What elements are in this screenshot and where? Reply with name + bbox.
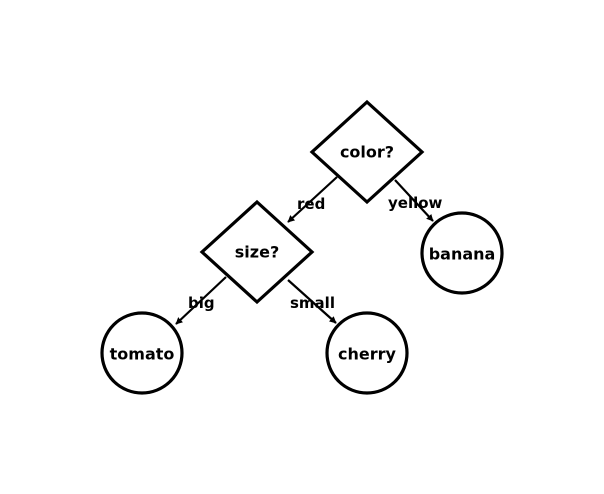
node-label-tomato: tomato [110, 345, 175, 364]
edge-label-small: small [290, 294, 335, 312]
node-label-color: color? [340, 143, 394, 162]
node-label-cherry: cherry [338, 345, 397, 364]
edge-color-to-banana [394, 179, 434, 222]
edge-color-to-size [287, 176, 338, 223]
decision-node-color: color? [309, 99, 425, 205]
edge-size-to-cherry [287, 279, 337, 324]
edge-label-yellow: yellow [388, 194, 443, 212]
node-label-size: size? [235, 243, 279, 262]
leaf-node-tomato: tomato [100, 311, 184, 395]
edge-label-big: big [188, 294, 215, 312]
decision-node-size: size? [199, 199, 315, 305]
node-label-banana: banana [429, 245, 496, 264]
edge-label-red: red [297, 195, 325, 213]
edge-size-to-tomato [175, 276, 227, 325]
leaf-node-cherry: cherry [325, 311, 409, 395]
leaf-node-banana: banana [420, 211, 504, 295]
